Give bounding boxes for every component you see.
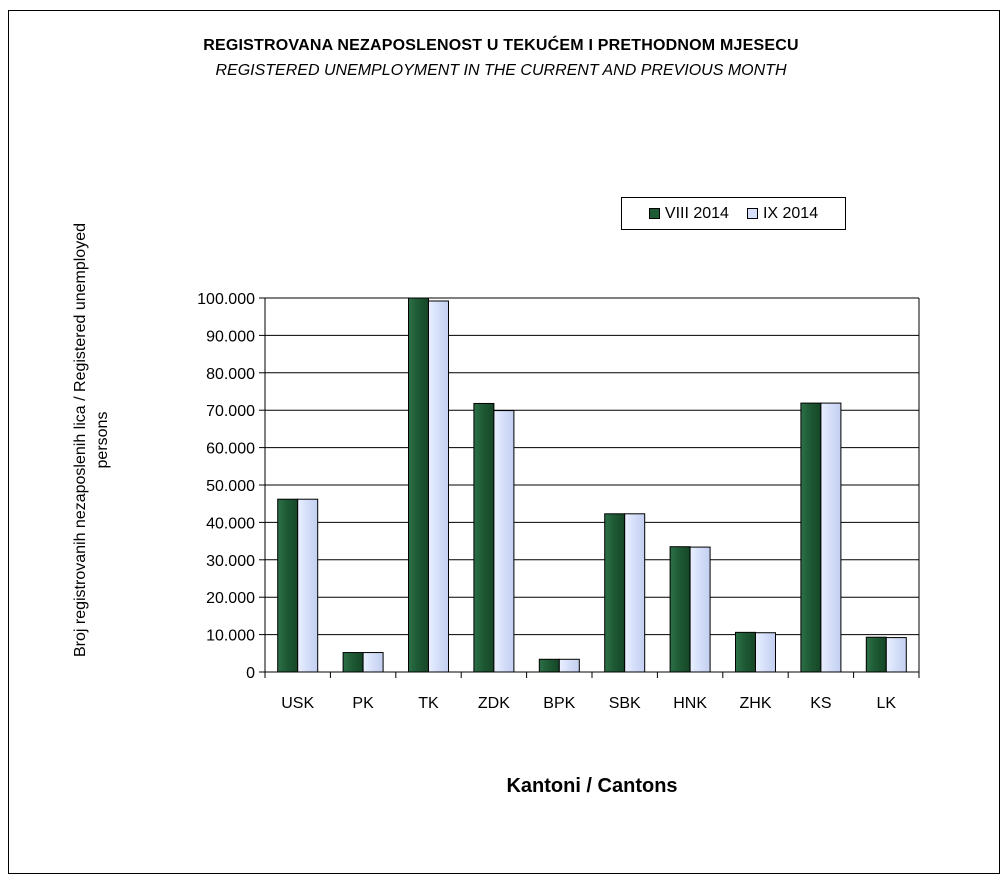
bar-ks-ix-2014 <box>820 402 842 673</box>
bar-zdk-ix-2014 <box>493 410 515 673</box>
y-tick-label: 60.000 <box>206 441 255 458</box>
legend-swatch-viii-2014 <box>648 208 660 219</box>
bar-zhk-viii-2014 <box>735 631 756 673</box>
bar-pk-ix-2014 <box>362 652 384 673</box>
x-tick-label-ks: KS <box>810 695 831 712</box>
x-tick-label-lk: LK <box>877 695 897 712</box>
x-axis-label: Kantoni / Cantons <box>506 775 678 797</box>
bar-tk-ix-2014 <box>428 300 449 673</box>
bar-bpk-viii-2014 <box>538 658 560 673</box>
bar-lk-ix-2014 <box>885 637 907 673</box>
bar-sbk-viii-2014 <box>604 513 626 673</box>
bar-tk-viii-2014 <box>408 297 429 673</box>
bar-zhk-ix-2014 <box>755 632 776 673</box>
y-tick-label: 10.000 <box>206 628 255 645</box>
y-tick-label: 30.000 <box>206 553 255 570</box>
bar-usk-viii-2014 <box>277 498 299 673</box>
chart-subtitle: REGISTERED UNEMPLOYMENT IN THE CURRENT A… <box>215 62 787 79</box>
axes: 0 10.000 20.000 30.000 40.000 50.000 60.000 70.… <box>197 291 920 712</box>
bar-lk-viii-2014 <box>865 636 887 673</box>
x-tick-label-zhk: ZHK <box>740 695 772 712</box>
bars <box>277 297 907 673</box>
x-tick-label-usk: USK <box>281 695 314 712</box>
y-tick-label: 100.000 <box>197 291 255 308</box>
chart-title: REGISTROVANA NEZAPOSLENOST U TEKUĆEM I P… <box>203 37 799 54</box>
bar-hnk-ix-2014 <box>689 546 711 673</box>
x-tick-label-tk: TK <box>418 695 439 712</box>
x-tick-label-sbk: SBK <box>609 695 641 712</box>
legend-item-ix-2014: IX 2014 <box>746 204 819 223</box>
y-tick-label: 20.000 <box>206 590 255 607</box>
bar-sbk-ix-2014 <box>624 513 646 673</box>
y-tick-label: 70.000 <box>206 403 255 420</box>
chart-legend: VIII 2014 IX 2014 <box>621 197 846 230</box>
bar-ks-viii-2014 <box>800 402 822 673</box>
y-tick-label: 40.000 <box>206 515 255 532</box>
y-tick-label: 90.000 <box>206 328 255 345</box>
bar-pk-viii-2014 <box>342 652 364 673</box>
y-tick-label: 80.000 <box>206 366 255 383</box>
legend-item-viii-2014: VIII 2014 <box>648 204 729 223</box>
x-tick-label-pk: PK <box>352 695 374 712</box>
legend-label-viii-2014: VIII 2014 <box>664 204 729 222</box>
bar-usk-ix-2014 <box>297 498 319 673</box>
x-tick-label-bpk: BPK <box>543 695 575 712</box>
y-tick-label: 50.000 <box>206 478 255 495</box>
bar-bpk-ix-2014 <box>558 658 580 673</box>
x-tick-label-zdk: ZDK <box>478 695 510 712</box>
x-tick-label-hnk: HNK <box>673 695 707 712</box>
bar-zdk-viii-2014 <box>473 402 495 673</box>
legend-swatch-ix-2014 <box>746 208 758 219</box>
bar-hnk-viii-2014 <box>669 546 691 673</box>
legend-label-ix-2014: IX 2014 <box>762 204 819 222</box>
y-tick-label: 0 <box>246 665 255 682</box>
